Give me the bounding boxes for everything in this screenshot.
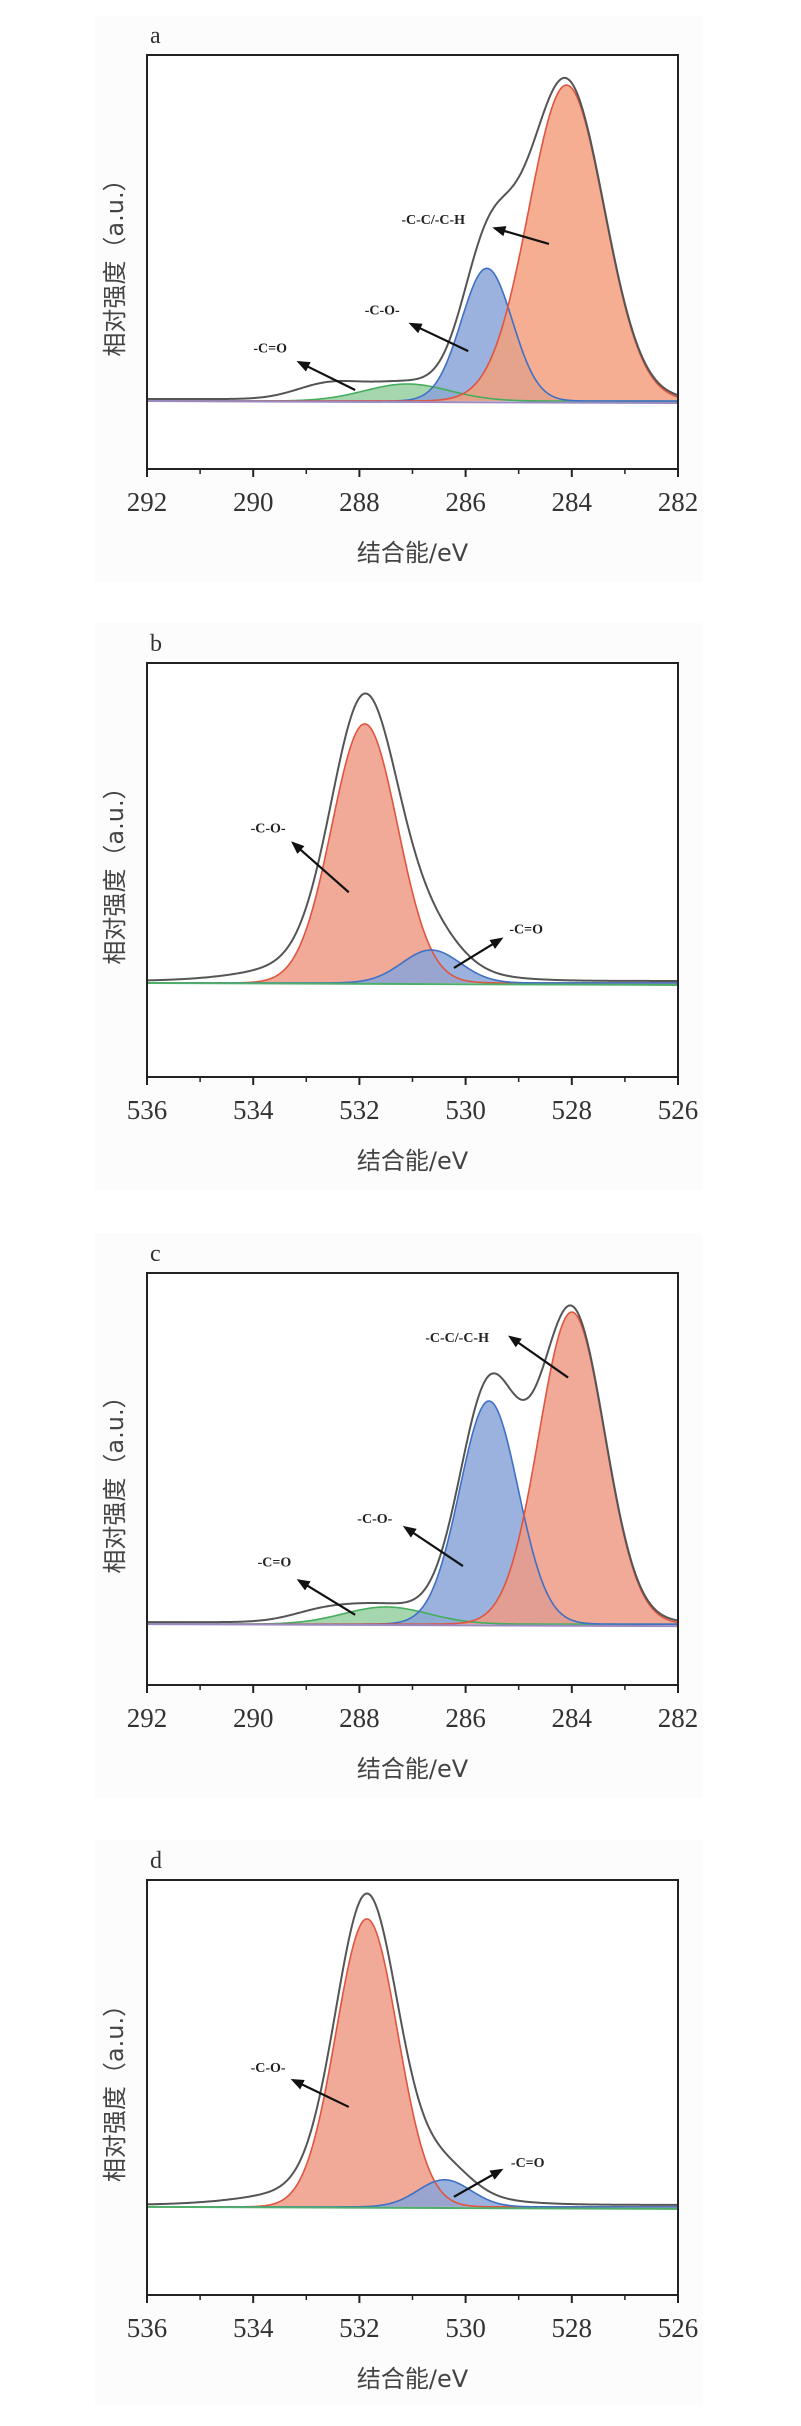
annotation-arrow <box>492 226 550 246</box>
annotation-label: -C=O <box>258 1556 292 1571</box>
chart-b: b -C-O- -C=O 536 534 532 530 528 526 结合能/eV 相对强度（a… <box>101 631 699 1175</box>
envelope-curve <box>147 76 678 401</box>
panel-a: a -C=O -C-O- -C-C/-C-H 292 290 288 286 284 282 结合能… <box>95 16 703 582</box>
x-tick-label: 532 <box>339 2313 380 2343</box>
annotation-arrow <box>296 361 356 391</box>
panel-d: d -C-O- -C=O 536 534 532 530 528 526 结合能/eV 相对强度（a… <box>95 1840 703 2405</box>
x-axis-title: 结合能/eV <box>357 1755 469 1783</box>
peak-fill-co <box>147 950 678 983</box>
annotation-label: -C-O- <box>251 2061 286 2076</box>
plot-area <box>147 55 678 469</box>
y-axis-title: 相对强度（a.u.） <box>101 1993 129 2182</box>
baseline <box>147 1623 678 1628</box>
x-tick-label: 288 <box>339 1703 380 1733</box>
envelope-curve <box>147 1304 678 1624</box>
annotation-arrow <box>408 322 469 353</box>
annotation-arrow <box>453 2168 504 2198</box>
x-tick-label: 286 <box>445 1703 486 1733</box>
baseline <box>147 400 678 405</box>
peak-fill-co <box>147 2179 678 2207</box>
x-tick-label: 536 <box>127 1095 168 1125</box>
annotation-arrow <box>453 937 504 969</box>
annotation-label: -C=O <box>509 923 543 938</box>
peak-fill-co <box>147 723 678 983</box>
x-tick-label: 528 <box>552 2313 593 2343</box>
x-tick-label: 288 <box>339 487 380 517</box>
panel-letter: c <box>150 1241 161 1267</box>
x-tick-label: 526 <box>658 1095 699 1125</box>
annotation-label: -C=O <box>511 2156 545 2171</box>
panel-letter: a <box>150 23 161 49</box>
annotation-arrow <box>296 1579 356 1616</box>
x-tick-label: 290 <box>233 487 274 517</box>
annotation-label: -C=O <box>253 341 287 356</box>
annotation-arrow <box>290 2079 350 2108</box>
annotation-label: -C-C/-C-H <box>401 213 465 228</box>
x-tick-label: 528 <box>552 1095 593 1125</box>
baseline <box>147 2205 678 2210</box>
x-tick-label: 526 <box>658 2313 699 2343</box>
peak-fill-ccch <box>147 1312 678 1625</box>
x-tick-label: 530 <box>445 2313 486 2343</box>
peak-fill-co <box>147 383 678 402</box>
x-tick-label: 292 <box>127 1703 168 1733</box>
chart-c: c -C=O -C-O- -C-C/-C-H 292 290 288 286 284 282 结合能… <box>101 1241 699 1783</box>
x-tick-label: 292 <box>127 487 168 517</box>
x-tick-label: 290 <box>233 1703 274 1733</box>
chart-d: d -C-O- -C=O 536 534 532 530 528 526 结合能/eV 相对强度（a… <box>101 1848 699 2393</box>
y-axis-title: 相对强度（a.u.） <box>101 775 129 964</box>
y-axis-title: 相对强度（a.u.） <box>101 167 129 356</box>
annotation-label: -C-O- <box>365 303 400 318</box>
x-tick-label: 530 <box>445 1095 486 1125</box>
envelope-curve <box>147 692 678 982</box>
annotation-arrow <box>291 841 350 894</box>
x-tick-label: 286 <box>445 487 486 517</box>
x-tick-label: 284 <box>552 487 593 517</box>
annotation-arrow <box>402 1525 464 1567</box>
x-tick-label: 534 <box>233 2313 274 2343</box>
panel-letter: b <box>150 631 162 657</box>
chart-a: a -C=O -C-O- -C-C/-C-H 292 290 288 286 284 282 结合能… <box>101 23 699 567</box>
plot-area <box>147 1880 678 2295</box>
plot-area <box>147 663 678 1077</box>
x-tick-label: 532 <box>339 1095 380 1125</box>
x-tick-label: 536 <box>127 2313 168 2343</box>
annotation-label: -C-O- <box>357 1512 392 1527</box>
annotation-arrow <box>508 1335 569 1379</box>
x-axis-title: 结合能/eV <box>357 1147 469 1175</box>
baseline <box>147 981 678 986</box>
envelope-curve <box>147 1892 678 2206</box>
plot-background <box>147 663 678 1077</box>
annotation-label: -C-C/-C-H <box>425 1331 489 1346</box>
x-axis-title: 结合能/eV <box>357 2365 469 2393</box>
plot-area <box>147 1273 678 1685</box>
panel-c: c -C=O -C-O- -C-C/-C-H 292 290 288 286 284 282 结合能… <box>95 1233 703 1798</box>
peak-fill-co <box>147 1918 678 2207</box>
panel-b: b -C-O- -C=O 536 534 532 530 528 526 结合能/eV 相对强度（a… <box>95 623 703 1190</box>
x-tick-label: 534 <box>233 1095 274 1125</box>
panel-letter: d <box>150 1848 162 1874</box>
plot-background <box>147 1880 678 2295</box>
x-tick-label: 284 <box>552 1703 593 1733</box>
peak-fill-ccch <box>147 85 678 402</box>
y-axis-title: 相对强度（a.u.） <box>101 1384 129 1573</box>
x-tick-label: 282 <box>658 1703 699 1733</box>
x-axis-title: 结合能/eV <box>357 539 469 567</box>
annotation-label: -C-O- <box>251 822 286 837</box>
peak-fill-co <box>147 1606 678 1625</box>
x-tick-label: 282 <box>658 487 699 517</box>
